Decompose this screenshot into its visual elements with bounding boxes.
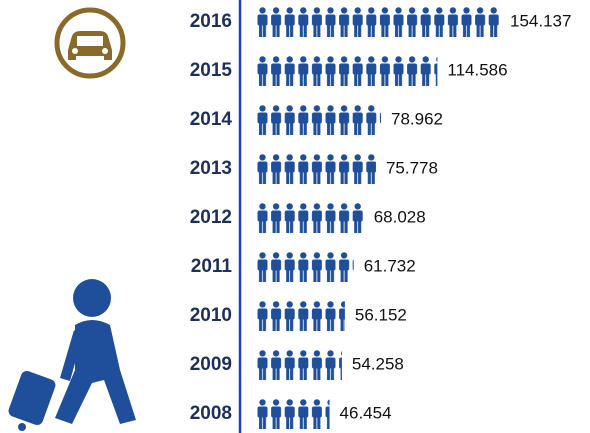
pictogram-bar — [256, 154, 376, 184]
pictogram-bar — [256, 252, 354, 282]
value-label: 61.732 — [364, 256, 416, 275]
value-label: 56.152 — [355, 305, 407, 324]
pictogram-bar — [256, 56, 438, 86]
category-label: 2009 — [190, 354, 232, 375]
pictogram-bar — [256, 399, 330, 429]
category-label: 2012 — [190, 207, 232, 228]
value-label: 54.258 — [352, 354, 404, 373]
value-label: 78.962 — [391, 109, 443, 128]
category-label: 2010 — [190, 305, 232, 326]
value-label: 68.028 — [374, 207, 426, 226]
category-label: 2013 — [190, 158, 232, 179]
pictogram-bar — [256, 105, 381, 135]
category-label: 2011 — [191, 256, 233, 277]
pictogram-bar — [256, 350, 342, 380]
value-label: 154.137 — [510, 11, 571, 30]
car-icon — [54, 7, 126, 79]
traveler-icon — [8, 279, 136, 431]
value-label: 46.454 — [340, 403, 392, 422]
pictogram-bar — [256, 203, 364, 233]
value-label: 114.586 — [447, 60, 507, 79]
category-label: 2014 — [190, 109, 233, 130]
pictogram-bar — [256, 7, 500, 37]
pictogram-bar — [256, 301, 345, 331]
value-label: 75.778 — [386, 158, 438, 177]
category-label: 2016 — [190, 11, 232, 32]
category-label: 2015 — [190, 60, 233, 81]
category-label: 2008 — [190, 403, 232, 424]
